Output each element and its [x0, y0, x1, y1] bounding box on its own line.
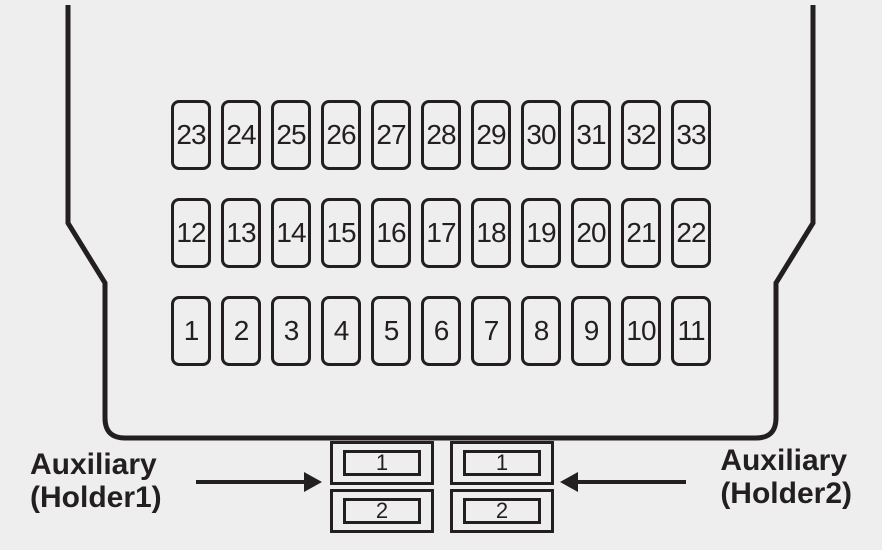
label-aux-holder2: Auxiliary (Holder2)	[720, 444, 852, 510]
fuse-9: 9	[571, 296, 611, 366]
fuse-33: 33	[671, 100, 711, 170]
fuse-28: 28	[421, 100, 461, 170]
aux-holder1-slot1: 1	[330, 441, 434, 485]
aux-holder-2: 1 2	[450, 441, 554, 533]
label-aux-holder1: Auxiliary (Holder1)	[30, 448, 162, 514]
fuse-11: 11	[671, 296, 711, 366]
fuse-30: 30	[521, 100, 561, 170]
fuse-14: 14	[271, 198, 311, 268]
fuse-5: 5	[371, 296, 411, 366]
fuse-row-1: 1 2 3 4 5 6 7 8 9 10 11	[171, 296, 711, 366]
fuse-6: 6	[421, 296, 461, 366]
fuse-21: 21	[621, 198, 661, 268]
fuse-row-3: 23 24 25 26 27 28 29 30 31 32 33	[171, 100, 711, 170]
fuse-17: 17	[421, 198, 461, 268]
fuse-diagram: 1 2 3 4 5 6 7 8 9 10 11 12 13 14 15 16 1…	[0, 0, 882, 550]
label-line1: Auxiliary	[30, 448, 157, 481]
fuse-29: 29	[471, 100, 511, 170]
aux-slot-label: 2	[343, 498, 421, 524]
fuse-18: 18	[471, 198, 511, 268]
fuse-19: 19	[521, 198, 561, 268]
fuse-row-2: 12 13 14 15 16 17 18 19 20 21 22	[171, 198, 711, 268]
fuse-2: 2	[221, 296, 261, 366]
aux-holder2-slot1: 1	[450, 441, 554, 485]
aux-holder1-slot2: 2	[330, 489, 434, 533]
fuse-13: 13	[221, 198, 261, 268]
aux-slot-label: 1	[343, 450, 421, 476]
fuse-31: 31	[571, 100, 611, 170]
fuse-25: 25	[271, 100, 311, 170]
fuse-16: 16	[371, 198, 411, 268]
arrow-to-holder1	[196, 480, 306, 484]
fuse-32: 32	[621, 100, 661, 170]
fuse-12: 12	[171, 198, 211, 268]
aux-slot-label: 2	[463, 498, 541, 524]
fuse-20: 20	[571, 198, 611, 268]
label-line2: (Holder1)	[30, 481, 162, 514]
fuse-10: 10	[621, 296, 661, 366]
label-line1: Auxiliary	[720, 444, 847, 477]
fuse-8: 8	[521, 296, 561, 366]
fuse-7: 7	[471, 296, 511, 366]
fuse-4: 4	[321, 296, 361, 366]
fuse-grid: 1 2 3 4 5 6 7 8 9 10 11 12 13 14 15 16 1…	[171, 100, 711, 366]
fuse-27: 27	[371, 100, 411, 170]
aux-holder-1: 1 2	[330, 441, 434, 533]
fuse-15: 15	[321, 198, 361, 268]
fuse-3: 3	[271, 296, 311, 366]
fuse-24: 24	[221, 100, 261, 170]
label-line2: (Holder2)	[720, 477, 852, 510]
arrow-to-holder2	[576, 480, 686, 484]
fuse-22: 22	[671, 198, 711, 268]
aux-holder2-slot2: 2	[450, 489, 554, 533]
fuse-23: 23	[171, 100, 211, 170]
fuse-1: 1	[171, 296, 211, 366]
fuse-26: 26	[321, 100, 361, 170]
auxiliary-holders: 1 2 1 2	[330, 441, 554, 533]
aux-slot-label: 1	[463, 450, 541, 476]
